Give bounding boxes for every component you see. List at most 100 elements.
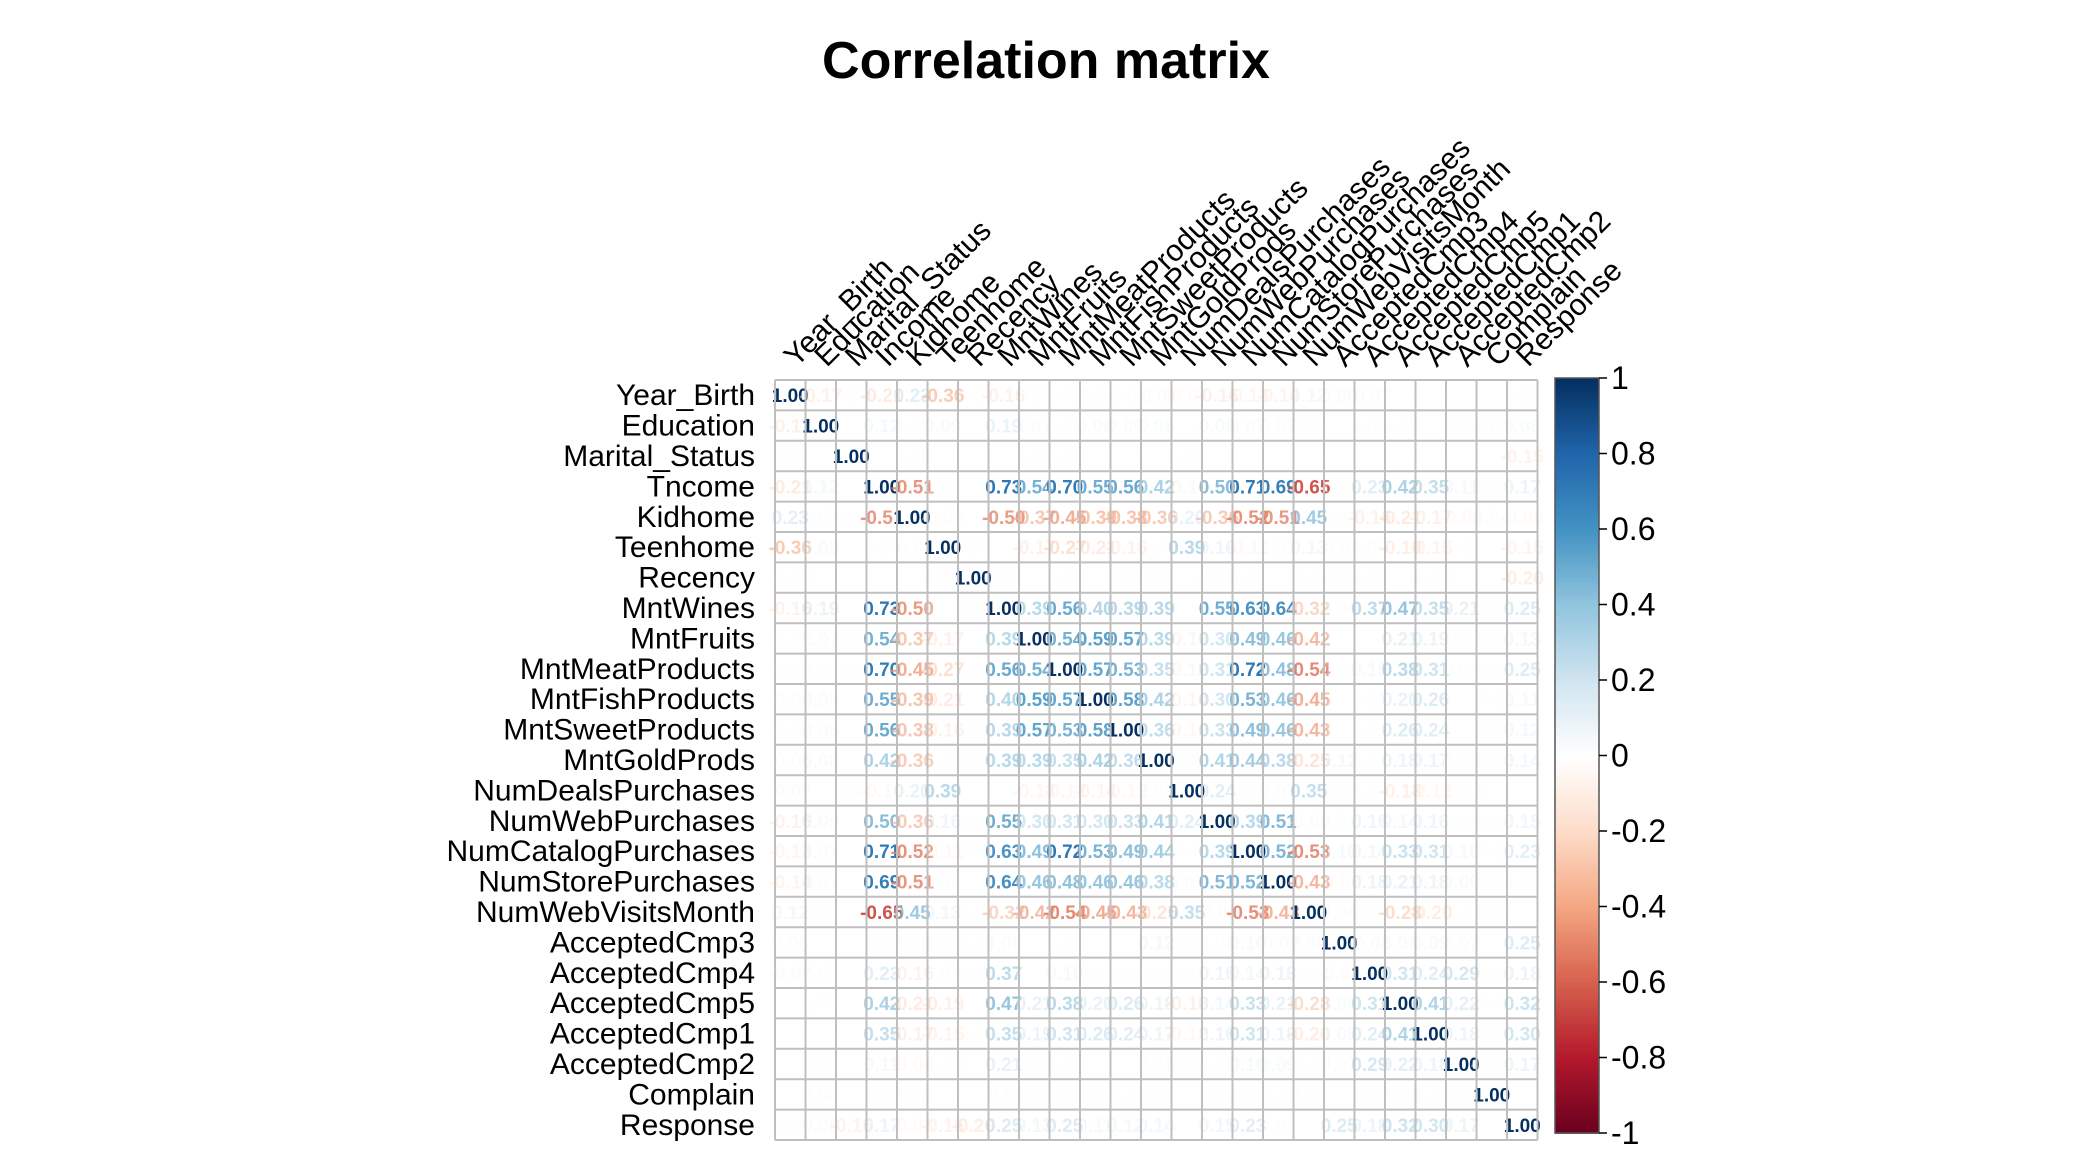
cell-value: 0.56 (1107, 477, 1144, 498)
cell-value: 0.49 (1229, 629, 1266, 650)
colorbar-segment (1555, 740, 1599, 745)
cell-value: -0.15 (830, 1116, 874, 1137)
cell-value: 0.01 (802, 781, 839, 802)
colorbar-segment (1555, 1027, 1599, 1032)
cell-value: 0.19 (1016, 1025, 1053, 1046)
cell-value: 0.02 (1351, 690, 1388, 711)
cell-value: 0.07 (1443, 933, 1480, 954)
cell-value: 0.02 (1168, 964, 1205, 985)
cell-value: 0.70 (863, 660, 900, 681)
cell-value: 0.09 (1260, 1055, 1297, 1076)
cell-value: -0.54 (1043, 903, 1087, 924)
colorbar-segment (1555, 823, 1599, 829)
cell-value: 0.00 (955, 781, 992, 802)
cell-value: 1.00 (1443, 1055, 1480, 1076)
cell-value: 0.07 (1016, 417, 1053, 438)
cell-value: 0.49 (1016, 842, 1053, 863)
cell-value: 0.01 (1321, 629, 1358, 650)
colorbar-segment (1555, 747, 1599, 753)
cell-value: 0.35 (1412, 599, 1449, 620)
cell-value: 0.01 (1168, 599, 1205, 620)
cell-value: -0.27 (921, 660, 964, 681)
colorbar-segment (1555, 540, 1599, 545)
colorbar-segment (1555, 744, 1599, 749)
cell-value: 0.63 (985, 842, 1022, 863)
cell-value: 1.00 (1351, 964, 1388, 985)
cell-value: 0.03 (1199, 1055, 1236, 1076)
cell-value: 0.56 (985, 660, 1022, 681)
cell-value: -0.16 (982, 386, 1025, 407)
cell-value: 0.01 (1260, 447, 1297, 468)
cell-value: 0.51 (1260, 812, 1297, 833)
cell-value: 0.16 (1199, 538, 1236, 559)
cell-value: 0.02 (955, 721, 992, 742)
colorbar-segment (1555, 1038, 1599, 1044)
cell-value: 0.15 (1504, 812, 1541, 833)
cell-value: -0.08 (1440, 508, 1483, 529)
cell-value: 0.18 (1260, 1025, 1297, 1046)
cell-value: 0.30 (1016, 812, 1053, 833)
cell-value: 0.07 (802, 629, 839, 650)
cell-value: 0.00 (1473, 1116, 1510, 1137)
cell-value: -0.16 (769, 599, 812, 620)
colorbar-segment (1555, 868, 1599, 874)
cell-value: 0.33 (1382, 842, 1419, 863)
colorbar-segment (1555, 804, 1599, 810)
colorbar-segment (1555, 864, 1599, 870)
cell-value: -0.03 (1348, 1085, 1391, 1106)
cell-value: -0.43 (1257, 903, 1300, 924)
row-label: MntFruits (630, 622, 755, 655)
cell-value: 0.72 (1229, 660, 1266, 681)
cell-value: 0.01 (833, 964, 870, 985)
cell-value: -0.12 (1043, 781, 1086, 802)
cell-value: -0.51 (860, 508, 904, 529)
colorbar-segment (1555, 800, 1599, 806)
cell-value: 0.33 (1229, 994, 1266, 1015)
cell-value: 0.04 (802, 1085, 839, 1106)
colorbar-segment (1555, 411, 1599, 417)
cell-value: 0.01 (1382, 447, 1419, 468)
colorbar-segment (1555, 925, 1599, 930)
colorbar-segment (1555, 759, 1599, 764)
cell-value: -0.16 (921, 721, 964, 742)
cell-value: 0.01 (1473, 447, 1510, 468)
cell-value: 0.21 (1382, 629, 1419, 650)
row-labels: Year_BirthEducationMarital_StatusTncomeK… (447, 379, 755, 1142)
colorbar-segment (1555, 785, 1599, 791)
colorbar-segment (1555, 944, 1599, 949)
cell-value: 0.64 (985, 873, 1022, 894)
cell-value: 0.00 (1077, 569, 1114, 590)
cell-value: -0.07 (1318, 873, 1361, 894)
colorbar-segment (1555, 570, 1599, 576)
cell-value: 0.02 (1351, 781, 1388, 802)
row-label: Kidhome (637, 501, 755, 534)
cell-value: 0.56 (863, 721, 900, 742)
cell-value: 1.00 (1077, 690, 1114, 711)
cell-value: -0.12 (1409, 781, 1452, 802)
colorbar-segment (1555, 502, 1599, 508)
cell-value: 0.01 (1443, 721, 1480, 742)
colorbar-segment (1555, 736, 1599, 742)
cell-value: 1.00 (955, 569, 992, 590)
cell-value: 0.25 (1504, 599, 1541, 620)
row-label: NumWebPurchases (489, 805, 755, 838)
cell-value: 0.17 (1504, 477, 1541, 498)
cell-value: -0.25 (1135, 903, 1179, 924)
cell-value: -0.14 (1257, 386, 1301, 407)
cell-value: 0.01 (1199, 447, 1236, 468)
cell-value: 0.02 (833, 386, 870, 407)
cell-value: -0.14 (1165, 690, 1209, 711)
cell-value: 0.69 (1260, 477, 1297, 498)
cell-value: -0.16 (1348, 508, 1391, 529)
cell-value: 0.00 (1168, 569, 1205, 590)
cell-value: 0.00 (955, 690, 992, 711)
cell-value: -0.20 (1409, 903, 1452, 924)
colorbar-segment (1555, 461, 1599, 466)
colorbar-segment (1555, 487, 1599, 493)
cell-value: 1.00 (1260, 873, 1297, 894)
cell-value: -0.03 (1135, 1085, 1178, 1106)
colorbar-segment (1555, 630, 1599, 636)
cell-value: 0.19 (802, 599, 839, 620)
colorbar-segment (1555, 698, 1599, 704)
cell-value: 0.25 (1046, 1116, 1083, 1137)
